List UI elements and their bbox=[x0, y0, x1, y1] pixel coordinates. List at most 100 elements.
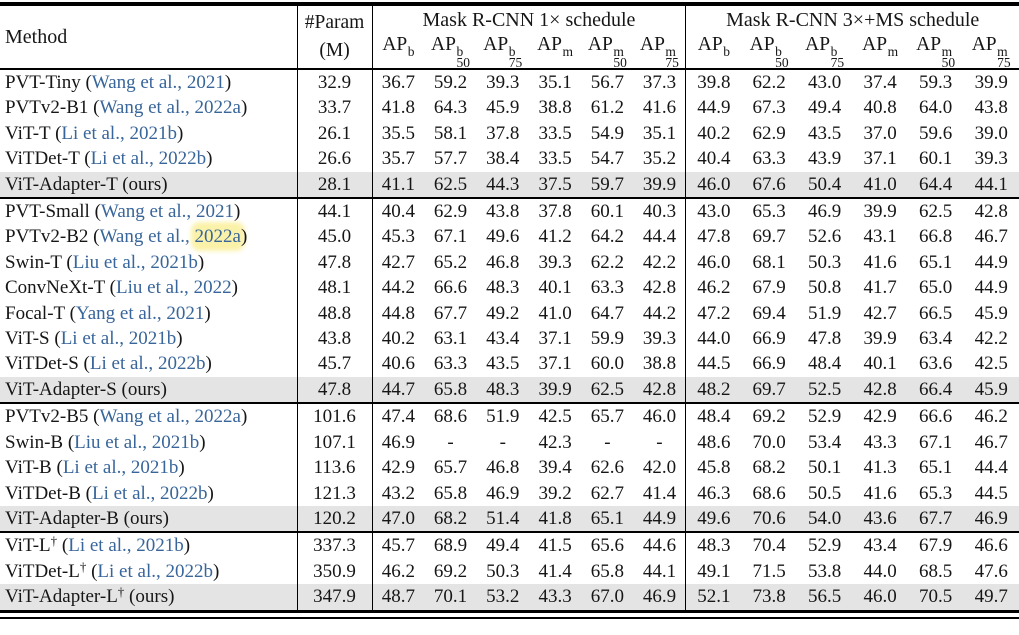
metric-cell: 42.2 bbox=[642, 251, 677, 273]
citation-authors[interactable]: Li et al., bbox=[90, 148, 159, 170]
citation-link[interactable]: Liu et al., 2021b bbox=[73, 252, 198, 273]
citation-authors[interactable]: Yang et al., bbox=[75, 302, 167, 324]
citation-link[interactable]: Wang et al., 2022a bbox=[99, 97, 240, 118]
param-cell: 33.7 bbox=[296, 95, 373, 121]
citation-authors[interactable]: Li et al., bbox=[61, 122, 130, 144]
metric-cell: 63.3 bbox=[433, 353, 468, 375]
citation-authors[interactable]: Li et al., bbox=[62, 457, 131, 479]
citation-authors[interactable]: Li et al., bbox=[91, 482, 161, 504]
metric-cell: 40.1 bbox=[538, 277, 572, 299]
metric-cell: 40.4 bbox=[685, 146, 742, 172]
metric-cell: 70.1 bbox=[424, 584, 477, 612]
metric-cell: 65.2 bbox=[433, 251, 468, 273]
citation-year[interactable]: 2022b bbox=[160, 482, 208, 504]
ap-column-header: AP m bbox=[852, 34, 908, 69]
metric-cell: 68.9 bbox=[433, 535, 468, 557]
citation-authors[interactable]: Wang et al., bbox=[99, 97, 195, 119]
param-header-line2: (M) bbox=[319, 40, 350, 61]
method-cell: ViT-Adapter-L† (ours) bbox=[0, 584, 298, 612]
citation-link[interactable]: Li et al., 2022b bbox=[90, 353, 206, 374]
citation-authors[interactable]: Liu et al., bbox=[72, 251, 151, 273]
citation-year[interactable]: 2021 bbox=[166, 302, 205, 324]
citation-year[interactable]: 2021b bbox=[129, 122, 177, 144]
metric-cell: 62.9 bbox=[752, 122, 786, 144]
metric-cell: 42.8 bbox=[633, 376, 686, 404]
ap-label-base: AP bbox=[971, 34, 997, 55]
citation-authors[interactable]: Wang et al., bbox=[91, 72, 187, 93]
metric-cell: 48.3 bbox=[685, 532, 742, 559]
citation-link[interactable]: Li et al., 2022b bbox=[91, 148, 207, 169]
citation-year[interactable]: 2022b bbox=[158, 148, 207, 170]
citation-authors[interactable]: Li et al., bbox=[68, 535, 137, 557]
citation-link[interactable]: Wang et al., 2022a bbox=[99, 406, 240, 427]
citation-year[interactable]: 2021 bbox=[186, 72, 225, 93]
metric-cell: 46.9 bbox=[808, 201, 842, 223]
citation-authors[interactable]: Liu et al., bbox=[74, 431, 152, 453]
table-group-2: PVT-Small (Wang et al., 2021) 44.1 40.4 62.… bbox=[0, 198, 1019, 404]
citation-authors[interactable]: Li et al., bbox=[97, 560, 166, 582]
citation-link[interactable]: Li et al., 2021b bbox=[61, 123, 177, 144]
citation-year[interactable]: 2022a bbox=[194, 406, 241, 428]
table-row: ViTDet-S (Li et al., 2022b) 45.7 40.6 63.3 4… bbox=[0, 351, 1019, 377]
citation-year[interactable]: 2022b bbox=[165, 560, 213, 582]
results-table: Method #Param (M) Mask R-CNN 1× schedule… bbox=[0, 2, 1019, 613]
ap-column-header: AP b 50 bbox=[424, 34, 476, 69]
citation-year[interactable]: 2021b bbox=[136, 535, 184, 557]
metric-cell: 54.0 bbox=[796, 505, 853, 533]
citation-year[interactable]: 2022b bbox=[157, 353, 206, 375]
citation-link[interactable]: Wang et al., 2021 bbox=[92, 72, 225, 93]
citation-authors[interactable]: Wang et al., bbox=[99, 226, 195, 248]
citation-authors[interactable]: Li et al., bbox=[89, 353, 158, 375]
citation-year[interactable]: 2022a bbox=[194, 97, 241, 119]
citation-link[interactable]: Li et al., 2022b bbox=[92, 483, 208, 504]
ap-label-scripts: b 75 bbox=[509, 45, 523, 70]
citation-link[interactable]: Liu et al., 2022 bbox=[116, 277, 232, 298]
method-name: ViT-T bbox=[5, 122, 51, 144]
citation-open-paren: ( bbox=[94, 201, 101, 223]
method-name: ViTDet-L bbox=[5, 560, 80, 582]
method-name: ViT-Adapter-L bbox=[5, 586, 118, 608]
metric-cell: 45.9 bbox=[486, 97, 520, 119]
metric-cell: 39.9 bbox=[974, 72, 1008, 93]
metric-cell: 52.1 bbox=[685, 584, 742, 612]
citation-link[interactable]: Li et al., 2021b bbox=[63, 457, 179, 478]
metric-cell: 39.0 bbox=[974, 122, 1008, 144]
highlight-annotation[interactable]: 2022a bbox=[194, 226, 241, 248]
citation-authors[interactable]: Wang et al., bbox=[99, 406, 195, 428]
metric-cell: 40.1 bbox=[863, 353, 897, 375]
citation-authors[interactable]: Li et al., bbox=[60, 328, 129, 350]
param-cell: 347.9 bbox=[296, 584, 373, 612]
citation-year[interactable]: 2022 bbox=[193, 277, 232, 299]
metric-cell: 65.8 bbox=[590, 560, 624, 582]
metric-cell: 48.3 bbox=[486, 277, 520, 299]
citation-year[interactable]: 2021 bbox=[195, 201, 234, 223]
param-cell: 28.1 bbox=[296, 171, 373, 199]
citation-link[interactable]: Li et al., 2021b bbox=[68, 535, 184, 556]
citation-link[interactable]: Li et al., 2021b bbox=[61, 328, 177, 349]
metric-cell: 46.3 bbox=[685, 480, 742, 506]
citation-link[interactable]: Li et al., 2022b bbox=[97, 561, 213, 582]
citation-year[interactable]: 2021b bbox=[130, 457, 179, 479]
citation-link[interactable]: Wang et al., 2021 bbox=[101, 201, 234, 222]
metric-cell: 63.6 bbox=[919, 353, 953, 375]
citation-year[interactable]: 2021b bbox=[128, 328, 177, 350]
metric-cell: 39.3 bbox=[974, 148, 1008, 170]
metric-cell: 52.6 bbox=[808, 226, 842, 248]
citation-authors[interactable]: Liu et al., bbox=[116, 277, 194, 299]
citation-authors[interactable]: Wang et al., bbox=[100, 201, 196, 223]
param-cell: 120.2 bbox=[296, 505, 373, 533]
citation-link[interactable]: Yang et al., 2021 bbox=[76, 303, 204, 324]
citation-link[interactable]: Liu et al., 2021b bbox=[74, 432, 199, 453]
citation-open-paren: ( bbox=[67, 431, 75, 453]
metric-cell: 49.2 bbox=[486, 302, 520, 324]
citation-link[interactable]: Wang et al., 2022a bbox=[99, 226, 241, 248]
ap-label-scripts: m 75 bbox=[997, 45, 1011, 70]
metric-cell: 42.5 bbox=[538, 406, 572, 428]
method-column-header: Method bbox=[5, 25, 68, 48]
citation-year[interactable]: 2021b bbox=[151, 431, 200, 453]
metric-cell: 67.6 bbox=[741, 171, 797, 199]
citation-year[interactable]: 2021b bbox=[150, 251, 198, 273]
metric-cell: 45.9 bbox=[974, 302, 1008, 324]
metric-cell: 45.7 bbox=[371, 532, 425, 559]
metric-cell: 41.7 bbox=[863, 277, 897, 299]
